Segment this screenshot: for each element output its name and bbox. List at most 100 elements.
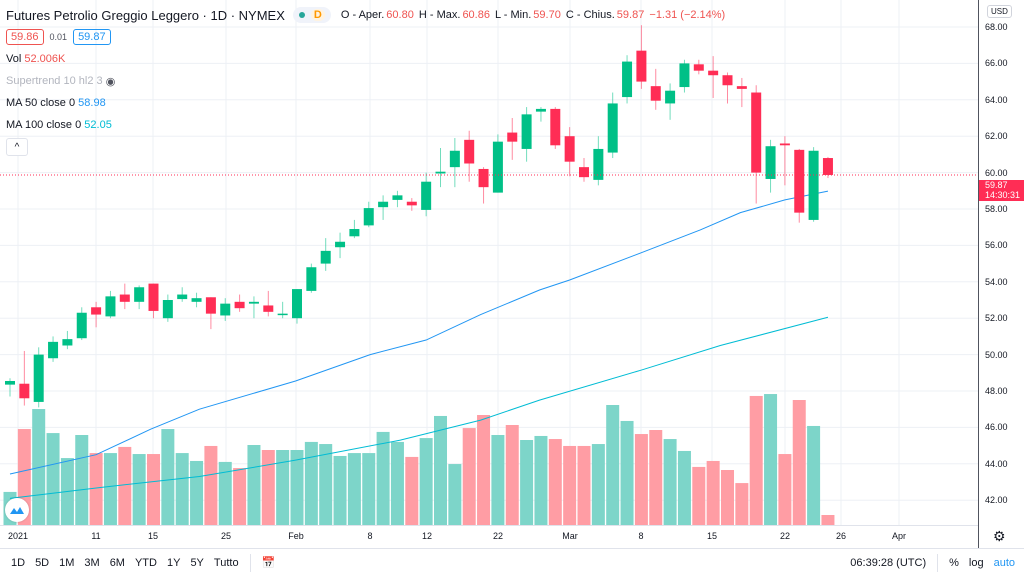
collapse-legend-button[interactable]: ^ [6,138,28,156]
ma100-label[interactable]: MA 100 close 0 [6,119,82,131]
candle-up [105,296,116,317]
auto-scale-toggle[interactable]: auto [993,556,1015,569]
utc-clock[interactable]: 06:39:28 (UTC) [850,556,927,569]
go-to-date-calendar-icon[interactable]: 📅 [261,557,276,569]
last-price-value: 59.87 [985,180,1008,190]
candle-up [320,250,331,264]
range-button-1m[interactable]: 1M [59,556,75,569]
ma100-value: 52.05 [84,119,112,131]
volume-bar [218,461,232,525]
volume-bar [548,439,562,525]
candle-up [765,146,776,179]
volume-bar [677,450,691,525]
range-button-ytd[interactable]: YTD [134,556,157,569]
open-value: 60.80 [386,9,414,21]
volume-bar [405,456,419,525]
time-tick: 25 [220,531,232,541]
ma50-label[interactable]: MA 50 close 0 [6,97,76,109]
volume-bar [807,425,821,525]
volume-bar [706,460,720,525]
volume-label[interactable]: Vol [6,53,22,65]
time-tick: 2021 [7,531,29,541]
candle-up [421,181,432,210]
divider [937,553,939,572]
volume-bar [505,425,519,525]
price-tick: 52.00 [985,313,1008,324]
time-tick: 11 [91,531,101,541]
volume-bar [290,450,304,525]
candle-down [751,92,762,173]
range-button-1d[interactable]: 1D [11,556,26,569]
candle-down [19,383,30,399]
range-button-tutto[interactable]: Tutto [213,556,239,569]
candle-up [5,380,15,385]
range-button-3m[interactable]: 3M [84,556,100,569]
divider [249,553,251,572]
range-button-1y[interactable]: 1Y [166,556,181,569]
time-tick: 22 [492,531,504,541]
interval-badge: D [310,9,325,21]
volume-bar [333,455,347,525]
percent-scale-toggle[interactable]: % [949,556,959,569]
candle-up [277,313,288,316]
candle-down [779,143,790,146]
range-button-5d[interactable]: 5D [35,556,50,569]
bottom-toolbar: 1D 5D 1M 3M 6M YTD 1Y 5Y Tutto 📅 06:39:28 (UTC) … [0,548,1024,576]
candle-up [162,300,173,319]
candle-up [248,301,259,304]
tradingview-logo-icon[interactable] [5,498,29,522]
volume-bar [419,438,433,525]
volume-bar [390,441,404,525]
market-open-dot-icon [298,12,305,18]
candle-up [177,294,188,300]
last-price-label: 59.87 14:30:31 [979,180,1024,201]
range-button-5y[interactable]: 5Y [190,556,204,569]
time-axis[interactable]: 2021 11 15 25 Feb 8 12 22 Mar 8 15 22 26 Apr [0,525,978,547]
candle-up [48,341,59,359]
candle-up [335,241,346,248]
candle-down [91,307,102,315]
volume-bar [161,429,175,525]
volume-bar [118,446,132,525]
volume-bar [190,460,204,525]
candle-down [550,108,561,146]
price-chart[interactable] [0,0,978,525]
hidden-eye-icon[interactable]: ◉ [105,75,116,88]
settings-gear-icon[interactable]: ⚙ [993,528,1006,544]
volume-bar [147,454,160,525]
volume-bar [491,435,505,525]
volume-bar [434,415,447,525]
price-tick: 66.00 [985,58,1008,69]
candle-down [708,70,719,76]
close-label: C - Chius. [565,9,615,21]
candle-down [794,149,805,213]
candle-down [148,283,159,311]
volume-bar [89,453,103,525]
low-label: L - Min. [495,9,532,21]
price-tick: 44.00 [985,458,1008,469]
volume-bar [792,400,806,525]
candle-up [392,195,403,200]
volume-bar [663,439,677,525]
supertrend-label[interactable]: Supertrend 10 hl2 3 [6,75,103,87]
volume-bar [261,450,275,525]
range-button-6m[interactable]: 6M [109,556,125,569]
ma50-line [9,190,829,475]
market-status-pill[interactable]: D [292,7,331,23]
time-tick: 12 [421,531,433,541]
currency-label[interactable]: USD [987,5,1012,18]
buy-price-button[interactable]: 59.87 [73,29,111,45]
volume-bar [46,433,60,525]
candle-up [607,103,618,153]
candle-up [191,298,202,302]
price-axis[interactable]: USD 68.00 66.00 64.00 62.00 60.00 58.00 56.00 5… [978,0,1024,548]
candle-down [736,86,747,89]
log-scale-toggle[interactable]: log [968,556,984,569]
symbol-title[interactable]: Futures Petrolio Greggio Leggero · 1D · … [6,7,285,23]
time-tick: 22 [779,531,791,541]
price-tick: 46.00 [985,422,1008,433]
time-tick: 8 [638,531,644,541]
volume-bar [347,453,361,525]
sell-price-button[interactable]: 59.86 [6,29,44,45]
time-tick: 26 [835,531,847,541]
